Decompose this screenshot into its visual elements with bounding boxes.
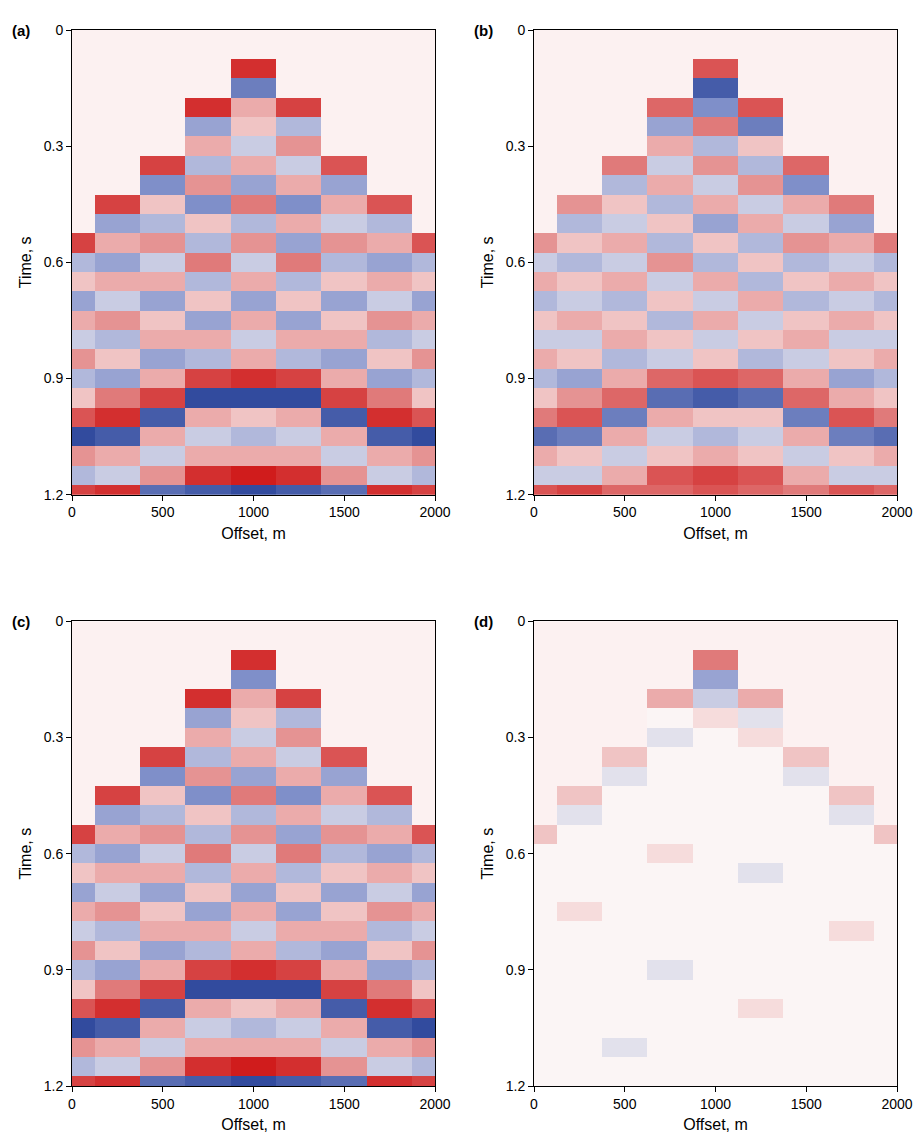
svg-text:Time, s: Time, s bbox=[479, 828, 496, 880]
svg-text:0.3: 0.3 bbox=[44, 729, 64, 745]
svg-text:1000: 1000 bbox=[700, 504, 731, 520]
svg-text:1500: 1500 bbox=[329, 1096, 360, 1112]
svg-text:1.2: 1.2 bbox=[506, 1078, 526, 1094]
svg-text:1000: 1000 bbox=[700, 1096, 731, 1112]
svg-text:0: 0 bbox=[55, 22, 63, 38]
svg-text:1.2: 1.2 bbox=[506, 487, 526, 503]
svg-text:1500: 1500 bbox=[791, 504, 822, 520]
svg-text:2000: 2000 bbox=[419, 504, 450, 520]
svg-text:1000: 1000 bbox=[238, 1096, 269, 1112]
svg-text:0.9: 0.9 bbox=[506, 370, 526, 386]
svg-text:0.6: 0.6 bbox=[44, 254, 64, 270]
svg-text:0: 0 bbox=[68, 1096, 76, 1112]
svg-text:0: 0 bbox=[530, 1096, 538, 1112]
svg-text:Time, s: Time, s bbox=[17, 236, 34, 288]
svg-text:Offset, m: Offset, m bbox=[221, 1116, 286, 1133]
svg-text:500: 500 bbox=[151, 1096, 175, 1112]
svg-text:Offset, m: Offset, m bbox=[221, 525, 286, 542]
svg-text:(d): (d) bbox=[474, 613, 493, 630]
svg-text:0.9: 0.9 bbox=[506, 962, 526, 978]
svg-text:0.6: 0.6 bbox=[506, 254, 526, 270]
svg-text:0: 0 bbox=[68, 504, 76, 520]
svg-text:0: 0 bbox=[517, 22, 525, 38]
svg-text:1500: 1500 bbox=[791, 1096, 822, 1112]
svg-text:1.2: 1.2 bbox=[44, 1078, 64, 1094]
svg-text:0.3: 0.3 bbox=[506, 729, 526, 745]
svg-text:0.3: 0.3 bbox=[44, 138, 64, 154]
svg-text:2000: 2000 bbox=[881, 504, 912, 520]
svg-text:500: 500 bbox=[613, 504, 637, 520]
svg-text:(a): (a) bbox=[12, 22, 30, 39]
svg-text:0.6: 0.6 bbox=[506, 846, 526, 862]
svg-text:Offset, m: Offset, m bbox=[683, 1116, 748, 1133]
svg-text:1000: 1000 bbox=[238, 504, 269, 520]
svg-text:0: 0 bbox=[517, 613, 525, 629]
svg-text:500: 500 bbox=[151, 504, 175, 520]
svg-text:0.3: 0.3 bbox=[506, 138, 526, 154]
svg-text:Offset, m: Offset, m bbox=[683, 525, 748, 542]
svg-text:Time, s: Time, s bbox=[17, 828, 34, 880]
svg-text:0.9: 0.9 bbox=[44, 962, 64, 978]
svg-text:2000: 2000 bbox=[419, 1096, 450, 1112]
svg-text:0: 0 bbox=[530, 504, 538, 520]
svg-text:0: 0 bbox=[55, 613, 63, 629]
svg-text:(b): (b) bbox=[474, 22, 493, 39]
svg-text:500: 500 bbox=[613, 1096, 637, 1112]
svg-text:2000: 2000 bbox=[881, 1096, 912, 1112]
svg-text:1.2: 1.2 bbox=[44, 487, 64, 503]
svg-text:(c): (c) bbox=[12, 613, 30, 630]
svg-text:1500: 1500 bbox=[329, 504, 360, 520]
svg-text:Time, s: Time, s bbox=[479, 236, 496, 288]
svg-text:0.6: 0.6 bbox=[44, 846, 64, 862]
svg-text:0.9: 0.9 bbox=[44, 370, 64, 386]
